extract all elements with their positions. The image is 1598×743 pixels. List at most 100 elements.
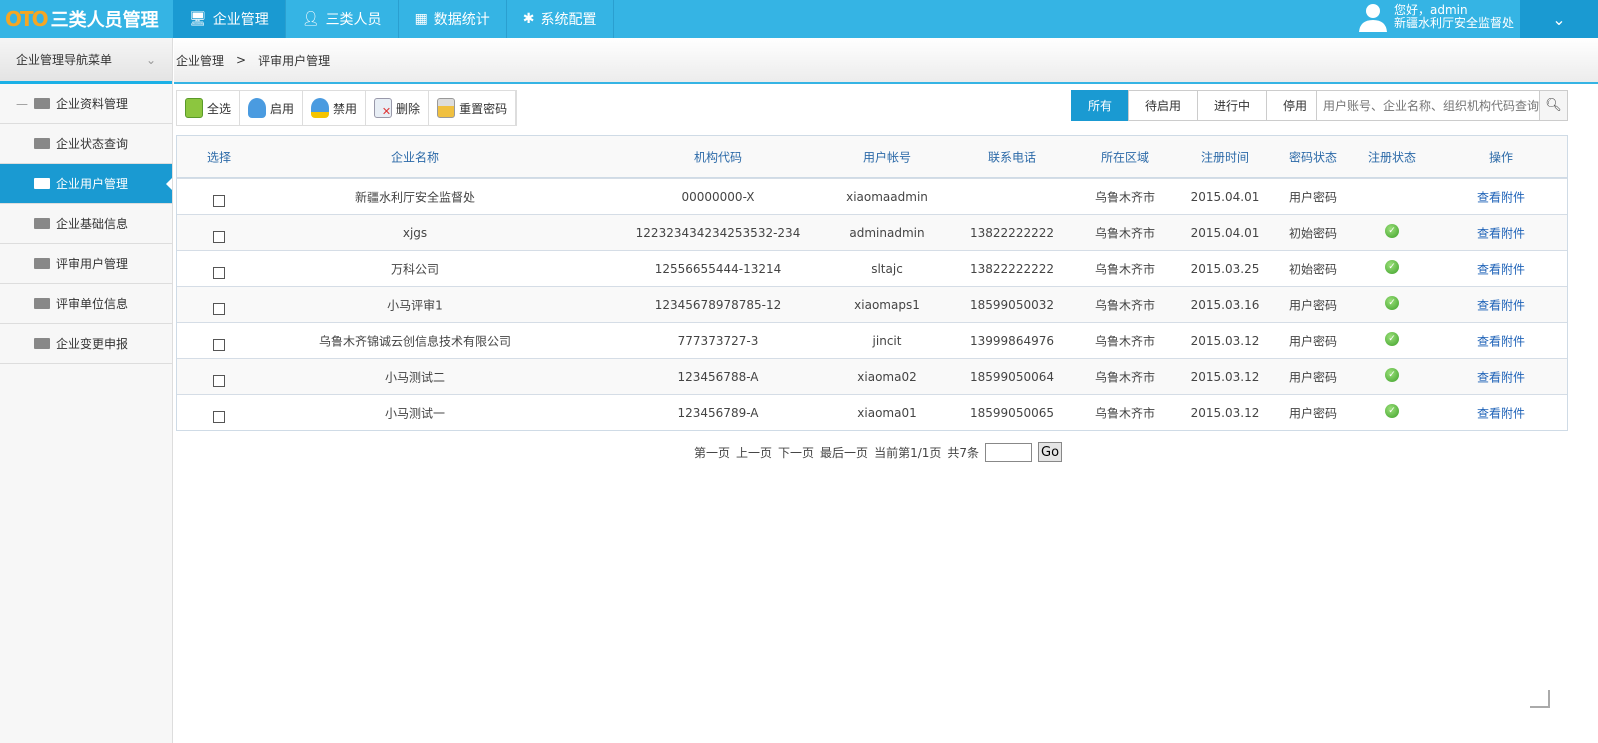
breadcrumb-current: 评审用户管理 bbox=[258, 53, 331, 68]
check-circle-icon: ✓ bbox=[1385, 368, 1399, 382]
sidebar-header[interactable]: 企业管理导航菜单 ⌄ bbox=[0, 38, 172, 84]
logo-mark: OTO bbox=[5, 7, 49, 31]
user-dropdown-button[interactable]: ⌄ bbox=[1520, 0, 1598, 38]
table-row: 万科公司 12556655444-13214 sltajc 13822222222 乌鲁… bbox=[177, 250, 1567, 286]
status-filter: 所有 待启用 进行中 停用 bbox=[1071, 90, 1325, 121]
cell-name: 新疆水利厅安全监督处 bbox=[354, 190, 476, 204]
page-number-input[interactable] bbox=[985, 442, 1033, 462]
sidebar-group-label: 企业资料管理 bbox=[56, 97, 129, 111]
sidebar-item-5[interactable]: 企业变更申报 bbox=[0, 324, 172, 364]
cell-code: 123456789-A bbox=[677, 405, 759, 420]
disable-button[interactable]: 禁用 bbox=[303, 91, 367, 125]
check-circle-icon: ✓ bbox=[1385, 260, 1399, 274]
folder-icon bbox=[34, 218, 50, 229]
view-attachment-link[interactable]: 查看附件 bbox=[1476, 334, 1526, 348]
checkbox-check-icon bbox=[185, 98, 203, 118]
sidebar-item-0[interactable]: 企业状态查询 bbox=[0, 124, 172, 164]
chevron-down-icon: ⌄ bbox=[1552, 9, 1566, 29]
sidebar-item-1[interactable]: 企业用户管理 bbox=[0, 164, 172, 204]
cell-name: 万科公司 bbox=[390, 262, 440, 276]
cell-region: 乌鲁木齐市 bbox=[1094, 190, 1156, 204]
breadcrumb-separator: > bbox=[236, 53, 247, 67]
nav-tab-1[interactable]: 👤︎ 三类人员 bbox=[286, 0, 399, 38]
cell-code: 123456788-A bbox=[677, 369, 759, 384]
cell-date: 2015.03.25 bbox=[1190, 261, 1260, 276]
row-checkbox[interactable] bbox=[213, 195, 225, 207]
sidebar-group[interactable]: — 企业资料管理 bbox=[0, 84, 172, 124]
delete-button[interactable]: ✕ 删除 bbox=[366, 91, 430, 125]
column-header: 机构代码 bbox=[693, 150, 743, 164]
row-checkbox[interactable] bbox=[213, 411, 225, 423]
next-page-link[interactable]: 下一页 bbox=[778, 445, 815, 460]
folder-icon bbox=[34, 338, 50, 349]
cell-region: 乌鲁木齐市 bbox=[1094, 406, 1156, 420]
cell-pwd: 用户密码 bbox=[1288, 298, 1338, 312]
table-row: 小马测试二 123456788-A xiaoma02 18599050064 乌鲁木齐市… bbox=[177, 358, 1567, 394]
column-header: 密码状态 bbox=[1288, 150, 1338, 164]
sidebar-item-2[interactable]: 企业基础信息 bbox=[0, 204, 172, 244]
cell-date: 2015.03.16 bbox=[1190, 297, 1260, 312]
cell-pwd: 初始密码 bbox=[1288, 262, 1338, 276]
first-page-link[interactable]: 第一页 bbox=[694, 445, 731, 460]
row-checkbox[interactable] bbox=[213, 267, 225, 279]
search-icon: 🔍︎ bbox=[1545, 98, 1562, 113]
cell-account: xiaomaadmin bbox=[846, 189, 928, 204]
row-checkbox[interactable] bbox=[213, 375, 225, 387]
breadcrumb-root[interactable]: 企业管理 bbox=[176, 53, 225, 68]
view-attachment-link[interactable]: 查看附件 bbox=[1476, 406, 1526, 420]
user-table: 选择 企业名称 机构代码 用户帐号 联系电话 所在区域 注册时间 密码状态 注册状态 操作新疆水利… bbox=[176, 135, 1568, 431]
row-checkbox[interactable] bbox=[213, 303, 225, 315]
resize-icon[interactable] bbox=[1530, 690, 1550, 708]
cell-name: 小马测试一 bbox=[384, 406, 446, 420]
enable-button[interactable]: 启用 bbox=[240, 91, 304, 125]
nav-tab-2[interactable]: ▦ 数据统计 bbox=[399, 0, 507, 38]
sidebar-item-4[interactable]: 评审单位信息 bbox=[0, 284, 172, 324]
cell-pwd: 用户密码 bbox=[1288, 190, 1338, 204]
cell-account: adminadmin bbox=[849, 225, 925, 240]
nav-tab-0[interactable]: 🖥︎ 企业管理 bbox=[173, 0, 286, 38]
cell-account: xiaomaps1 bbox=[854, 297, 920, 312]
filter-pending[interactable]: 待启用 bbox=[1128, 90, 1199, 121]
cell-name: xjgs bbox=[402, 225, 428, 240]
puzzle-icon: ✱ bbox=[522, 11, 535, 27]
last-page-link[interactable]: 最后一页 bbox=[820, 445, 869, 460]
view-attachment-link[interactable]: 查看附件 bbox=[1476, 298, 1526, 312]
table-row: xjgs 122323434234253532-234 adminadmin 1382… bbox=[177, 214, 1567, 250]
reset-password-button[interactable]: 重置密码 bbox=[429, 91, 517, 125]
nav-tab-label: 三类人员 bbox=[325, 12, 382, 28]
table-header: 选择 企业名称 机构代码 用户帐号 联系电话 所在区域 注册时间 密码状态 注册状态 操作 bbox=[177, 136, 1567, 178]
search-button[interactable]: 🔍︎ bbox=[1539, 90, 1568, 121]
table-row: 新疆水利厅安全监督处 00000000-X xiaomaadmin 乌鲁木齐市 2015… bbox=[177, 178, 1567, 214]
cell-pwd: 用户密码 bbox=[1288, 334, 1338, 348]
cell-phone: 13999864976 bbox=[970, 333, 1054, 348]
cell-region: 乌鲁木齐市 bbox=[1094, 334, 1156, 348]
cell-phone: 18599050064 bbox=[970, 369, 1054, 384]
nav-tab-label: 数据统计 bbox=[433, 12, 490, 28]
prev-page-link[interactable]: 上一页 bbox=[736, 445, 773, 460]
cell-date: 2015.04.01 bbox=[1190, 189, 1260, 204]
cell-region: 乌鲁木齐市 bbox=[1094, 226, 1156, 240]
row-checkbox[interactable] bbox=[213, 231, 225, 243]
row-checkbox[interactable] bbox=[213, 339, 225, 351]
sidebar-title: 企业管理导航菜单 bbox=[16, 53, 113, 67]
view-attachment-link[interactable]: 查看附件 bbox=[1476, 226, 1526, 240]
sidebar-item-3[interactable]: 评审用户管理 bbox=[0, 244, 172, 284]
search-input[interactable] bbox=[1316, 90, 1540, 121]
user-info: 您好，admin 新疆水利厅安全监督处 bbox=[1358, 2, 1514, 32]
check-circle-icon: ✓ bbox=[1385, 404, 1399, 418]
table-row: 小马评审1 12345678978785-12 xiaomaps1 185990500… bbox=[177, 286, 1567, 322]
enable-label: 启用 bbox=[270, 101, 295, 116]
top-bar: OTO 三类人员管理 🖥︎ 企业管理 👤︎ 三类人员 ▦ 数据统计 ✱ 系统配置 您好，admi… bbox=[0, 0, 1598, 38]
nav-tab-3[interactable]: ✱ 系统配置 bbox=[507, 0, 614, 38]
monitor-icon: 🖥︎ bbox=[189, 11, 207, 27]
filter-active[interactable]: 进行中 bbox=[1197, 90, 1268, 121]
view-attachment-link[interactable]: 查看附件 bbox=[1476, 262, 1526, 276]
cell-region: 乌鲁木齐市 bbox=[1094, 370, 1156, 384]
view-attachment-link[interactable]: 查看附件 bbox=[1476, 370, 1526, 384]
go-button[interactable]: Go bbox=[1038, 442, 1063, 462]
filter-all[interactable]: 所有 bbox=[1071, 90, 1130, 121]
folder-icon bbox=[34, 138, 50, 149]
view-attachment-link[interactable]: 查看附件 bbox=[1476, 190, 1526, 204]
select-all-button[interactable]: 全选 bbox=[177, 91, 241, 125]
user-org: 新疆水利厅安全监督处 bbox=[1394, 16, 1515, 30]
